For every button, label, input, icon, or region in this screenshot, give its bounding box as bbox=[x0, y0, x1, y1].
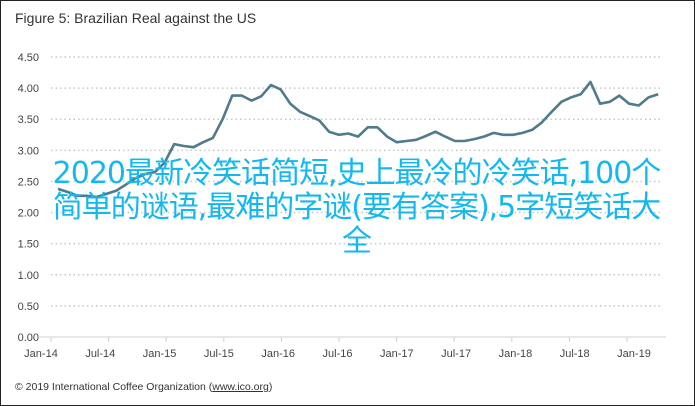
footer-credit: © 2019 International Coffee Organization… bbox=[15, 381, 272, 393]
x-tick-label: Jan-18 bbox=[499, 348, 533, 360]
x-tick-label: Jan-17 bbox=[380, 348, 414, 360]
x-tick-label: Jul-16 bbox=[323, 348, 353, 360]
footer-link[interactable]: www.ico.org bbox=[212, 381, 269, 393]
y-tick-label: 3.00 bbox=[18, 145, 39, 157]
overlay-text: 2020最新冷笑话简短,史上最冷的冷笑话,100个简单的谜语,最难的字谜(要有答… bbox=[52, 156, 662, 259]
y-tick-label: 1.00 bbox=[18, 270, 39, 282]
y-tick-label: 4.50 bbox=[18, 52, 39, 64]
y-tick-label: 3.50 bbox=[18, 114, 39, 126]
footer-suffix: ) bbox=[268, 381, 273, 393]
chart-title: Figure 5: Brazilian Real against the US bbox=[15, 10, 257, 26]
footer-prefix: © 2019 International Coffee Organization… bbox=[15, 381, 213, 393]
x-tick-label: Jul-17 bbox=[441, 348, 471, 360]
x-tick-label: Jan-16 bbox=[261, 348, 295, 360]
y-tick-label: 2.00 bbox=[18, 208, 39, 220]
x-tick-label: Jul-15 bbox=[204, 348, 234, 360]
y-tick-label: 1.50 bbox=[18, 239, 39, 251]
x-tick-label: Jan-14 bbox=[24, 348, 58, 360]
y-tick-label: 0.00 bbox=[18, 332, 39, 344]
x-tick-label: Jul-18 bbox=[560, 348, 590, 360]
y-tick-label: 4.00 bbox=[18, 83, 39, 95]
x-tick-label: Jan-15 bbox=[143, 348, 177, 360]
series-line bbox=[57, 80, 659, 199]
x-tick-label: Jul-14 bbox=[85, 348, 115, 360]
x-tick-label: Jan-19 bbox=[617, 348, 651, 360]
y-tick-label: 2.50 bbox=[18, 176, 39, 188]
y-tick-label: 0.50 bbox=[18, 301, 39, 313]
